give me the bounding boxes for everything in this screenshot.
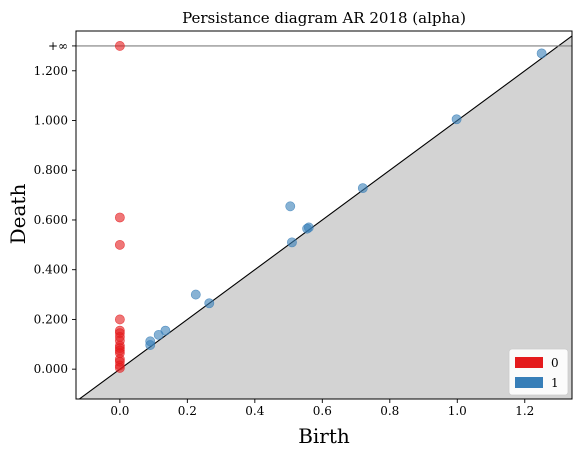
y-tick-label: 0.600: [34, 213, 68, 227]
data-point-series-0: [114, 239, 125, 250]
legend-box: [508, 348, 569, 396]
data-point-series-1: [451, 114, 462, 125]
data-point-series-1: [287, 237, 297, 248]
chart-title: Persistance diagram AR 2018 (alpha): [182, 9, 466, 27]
plot-frame: [75, 30, 573, 400]
x-tick-label: 0.2: [178, 404, 197, 418]
x-axis-label: Birth: [298, 424, 350, 448]
data-point-series-1: [357, 183, 368, 194]
y-tick-label: 0.400: [34, 263, 68, 277]
data-point-series-0: [114, 212, 125, 223]
legend-label-0: 0: [551, 356, 559, 370]
data-point-series-0: [114, 314, 125, 325]
data-point-series-1: [204, 298, 215, 309]
y-tick-label: 1.200: [34, 64, 68, 78]
y-tick-label: 1.000: [34, 114, 68, 128]
y-tick-label-infinity: +∞: [48, 39, 68, 53]
x-tick-label: 0.4: [245, 404, 264, 418]
x-tick-label: 1.2: [515, 404, 534, 418]
legend-swatch-1: [515, 377, 543, 388]
x-tick-label: 1.0: [448, 404, 467, 418]
legend-label-1: 1: [551, 376, 559, 390]
data-point-series-1: [145, 340, 156, 350]
y-axis-label: Death: [6, 184, 30, 245]
data-point-series-0: [114, 41, 125, 51]
data-point-series-1: [153, 329, 164, 340]
data-point-series-1: [285, 201, 296, 212]
x-tick-label: 0.8: [380, 404, 399, 418]
data-point-series-1: [303, 222, 314, 233]
y-tick-label: 0.800: [34, 163, 68, 177]
y-tick-label: 0.200: [34, 312, 68, 326]
x-tick-label: 0.6: [313, 404, 332, 418]
legend-swatch-0: [515, 357, 543, 368]
data-point-series-0: [114, 363, 125, 373]
data-point-series-1: [190, 289, 201, 300]
x-tick-label: 0.0: [110, 404, 129, 418]
y-tick-label: 0.000: [34, 362, 68, 376]
legend: 01: [508, 348, 569, 396]
data-point-series-1: [536, 48, 547, 59]
